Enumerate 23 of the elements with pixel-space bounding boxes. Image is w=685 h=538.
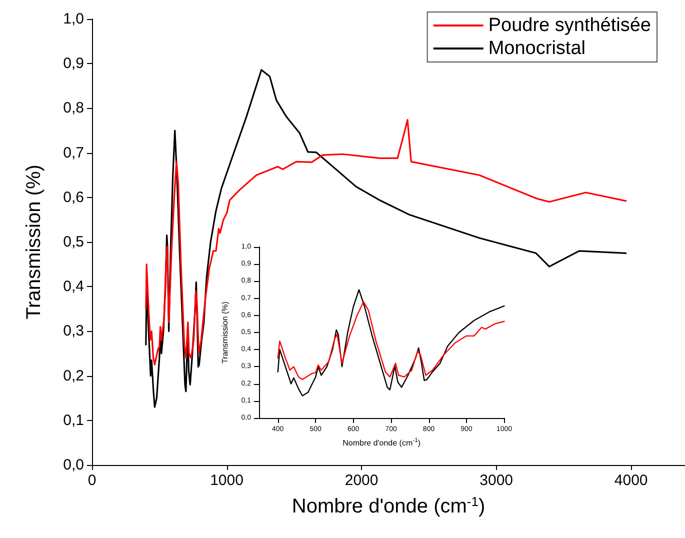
legend-label: Poudre synthétisée (488, 15, 652, 36)
y-tick-label: 0,7 (63, 144, 84, 162)
y-tick-label: 0,2 (63, 367, 84, 384)
y-tick-label: 0,4 (63, 278, 84, 296)
line-series (277, 289, 505, 396)
line-series (145, 69, 627, 408)
y-axis-title: Transmission (%) (220, 301, 230, 364)
y-tick-label: 0,1 (63, 412, 84, 429)
y-tick-label: 1,0 (63, 10, 84, 28)
y-tick-label: 0,6 (63, 188, 84, 206)
x-tick-label: 4000 (614, 472, 648, 489)
x-tick-label: 3000 (480, 472, 514, 489)
x-tick-label: 2000 (344, 472, 378, 489)
legend-label: Monocristal (488, 38, 586, 59)
y-tick-label: 0,0 (63, 456, 84, 474)
x-tick-label: 1000 (210, 472, 244, 489)
line-series (277, 301, 505, 380)
y-axis-title: Transmission (%) (23, 164, 45, 320)
y-tick-label: 0,9 (63, 55, 84, 72)
y-tick-label: 0,8 (63, 100, 84, 117)
y-tick-label: 0,3 (63, 322, 84, 340)
x-tick-label: 0 (88, 472, 96, 489)
y-tick-label: 0,5 (63, 234, 84, 250)
